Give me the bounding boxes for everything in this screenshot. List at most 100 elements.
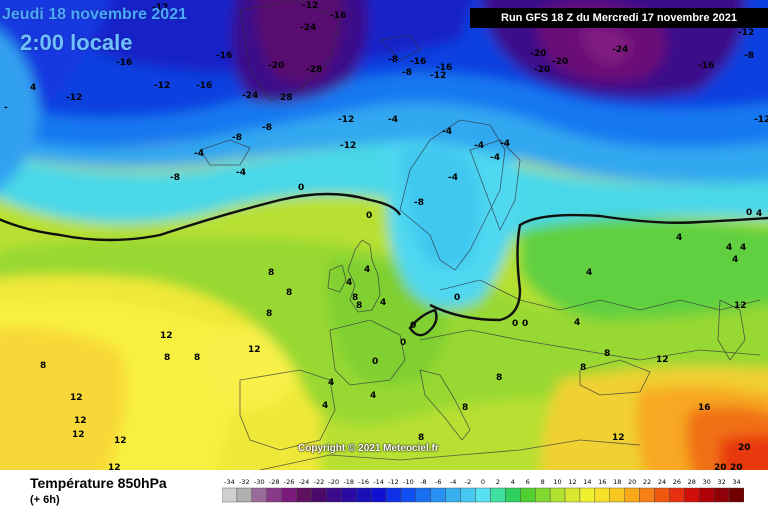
svg-text:0: 0 (522, 319, 528, 329)
svg-text:4: 4 (756, 209, 762, 219)
svg-text:8: 8 (496, 373, 502, 383)
svg-text:0: 0 (400, 338, 406, 348)
scale-tick-label: -18 (343, 478, 354, 486)
svg-text:-12: -12 (302, 1, 318, 11)
svg-text:-4: -4 (388, 115, 398, 125)
scale-tick-label: -8 (420, 478, 426, 486)
svg-text:0: 0 (454, 293, 460, 303)
scale-tick-label: 12 (568, 478, 576, 486)
svg-text:4: 4 (322, 401, 328, 411)
scale-tick-label: 4 (511, 478, 515, 486)
copyright-notice: Copyright © 2021 Meteociel.fr (298, 443, 439, 454)
svg-text:0: 0 (372, 357, 378, 367)
svg-text:-8: -8 (402, 68, 412, 78)
svg-text:-16: -16 (698, 61, 714, 71)
svg-text:8: 8 (462, 403, 468, 413)
scale-swatch (609, 487, 625, 503)
scale-swatch (490, 487, 506, 503)
scale-swatch (356, 487, 372, 503)
scale-tick-label: -12 (388, 478, 399, 486)
svg-text:4: 4 (740, 243, 746, 253)
svg-text:-: - (756, 23, 760, 33)
scale-swatch (669, 487, 685, 503)
scale-tick-label: 30 (703, 478, 711, 486)
scale-swatch (639, 487, 655, 503)
scale-tick-label: -4 (450, 478, 456, 486)
scale-swatch (624, 487, 640, 503)
scale-tick-label: 32 (717, 478, 725, 486)
svg-text:12: 12 (656, 355, 669, 365)
scale-tick-label: -26 (284, 478, 295, 486)
scale-swatch (699, 487, 715, 503)
scale-swatch (400, 487, 417, 503)
scale-swatch (713, 487, 730, 503)
svg-text:-4: -4 (448, 173, 458, 183)
svg-text:4: 4 (726, 243, 732, 253)
svg-text:0: 0 (746, 208, 752, 218)
scale-swatch (460, 487, 476, 503)
svg-text:-4: -4 (474, 141, 484, 151)
scale-swatch (341, 487, 357, 503)
scale-swatch (415, 487, 431, 503)
svg-text:-8: -8 (414, 198, 424, 208)
scale-swatch (594, 487, 610, 503)
svg-text:-16: -16 (196, 81, 212, 91)
svg-text:4: 4 (574, 318, 580, 328)
svg-text:8: 8 (580, 363, 586, 373)
scale-swatch (385, 487, 402, 503)
scale-tick-label: 28 (688, 478, 696, 486)
svg-text:4: 4 (30, 83, 36, 93)
scale-tick-label: -34 (224, 478, 235, 486)
svg-text:8: 8 (356, 301, 362, 311)
scale-swatch (430, 487, 446, 503)
svg-text:-: - (4, 103, 8, 113)
svg-text:8: 8 (604, 349, 610, 359)
svg-text:20: 20 (714, 463, 727, 470)
svg-text:-12: -12 (338, 115, 354, 125)
scale-swatch (281, 487, 297, 503)
svg-text:12: 12 (114, 436, 127, 446)
svg-text:-12: -12 (152, 3, 168, 13)
svg-text:12: 12 (160, 331, 173, 341)
svg-text:4: 4 (732, 255, 738, 265)
svg-text:-8: -8 (262, 123, 272, 133)
scale-tick-label: 0 (481, 478, 485, 486)
svg-text:-4: -4 (194, 149, 204, 159)
svg-text:8: 8 (418, 433, 424, 443)
run-info: Run GFS 18 Z du Mercredi 17 novembre 202… (470, 8, 768, 28)
color-scale: -34 -32 -30 -28 -26 -24 -22 -20 -18 -16 -14 -12 -10-… (222, 478, 744, 503)
svg-text:8: 8 (164, 353, 170, 363)
svg-text:-28: -28 (306, 65, 322, 75)
scale-tick-label: -30 (254, 478, 265, 486)
scale-tick-label: -2 (465, 478, 471, 486)
svg-text:-16: -16 (216, 51, 232, 61)
svg-text:8: 8 (194, 353, 200, 363)
svg-text:-8: -8 (388, 55, 398, 65)
svg-text:-20: -20 (268, 61, 284, 71)
forecast-date: Jeudi 18 novembre 2021 (2, 6, 187, 23)
svg-text:-8: -8 (170, 173, 180, 183)
scale-tick-label: -14 (373, 478, 384, 486)
scale-tick-label: -24 (299, 478, 310, 486)
svg-text:-20: -20 (530, 49, 546, 59)
svg-text:-4: -4 (500, 139, 510, 149)
scale-swatch (549, 487, 566, 503)
parameter-title: Température 850hPa (30, 475, 167, 491)
scale-tick-label: -28 (269, 478, 280, 486)
svg-text:-16: -16 (116, 58, 132, 68)
scale-tick-label: 16 (598, 478, 606, 486)
scale-tick-label: -16 (358, 478, 369, 486)
svg-text:20: 20 (730, 463, 743, 470)
scale-swatch (266, 487, 282, 503)
svg-text:-24: -24 (300, 23, 316, 33)
svg-text:0: 0 (366, 211, 372, 221)
svg-text:12: 12 (70, 393, 83, 403)
scale-swatch (728, 487, 744, 503)
svg-text:-16: -16 (410, 57, 426, 67)
scale-swatch (251, 487, 267, 503)
svg-text:8: 8 (268, 268, 274, 278)
svg-text:12: 12 (612, 433, 625, 443)
scale-swatch (535, 487, 551, 503)
scale-tick-label: 2 (496, 478, 500, 486)
svg-text:-12: -12 (738, 28, 754, 38)
